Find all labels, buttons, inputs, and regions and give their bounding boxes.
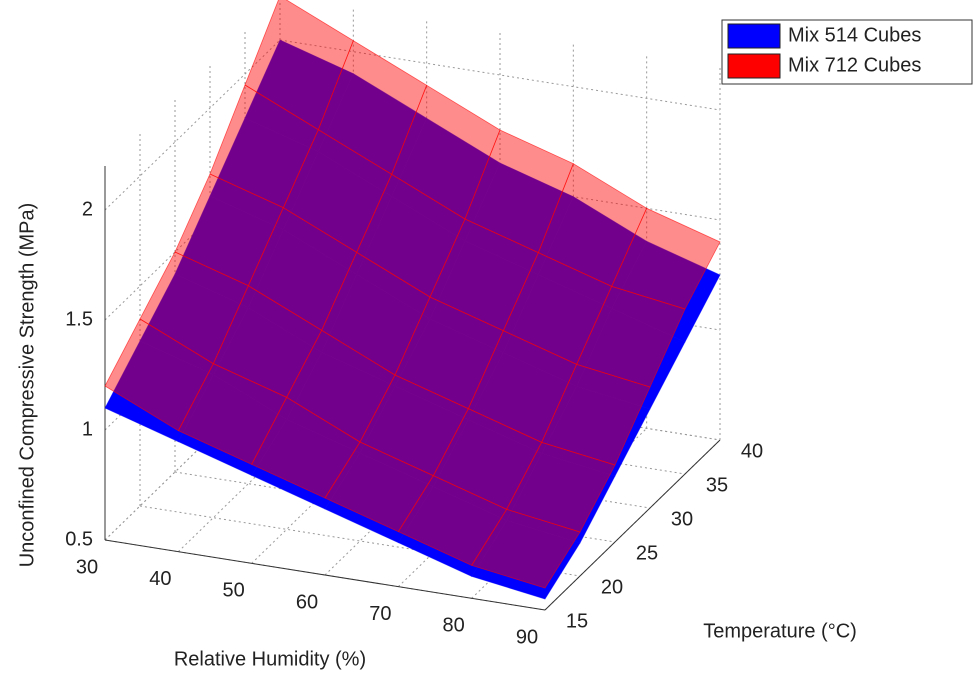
axis-line — [544, 439, 721, 611]
grid-line — [279, 39, 721, 111]
x-tick-label: 70 — [369, 603, 391, 625]
x-tick-label: 80 — [443, 615, 465, 637]
legend: Mix 514 Cubes Mix 712 Cubes — [721, 19, 973, 85]
z-tick-label: 0.5 — [65, 528, 93, 550]
y-tick-label: 35 — [706, 474, 728, 496]
legend-label: Mix 514 Cubes — [788, 24, 921, 46]
grid-line — [104, 39, 281, 211]
legend-swatch — [727, 23, 781, 49]
y-tick-label: 25 — [636, 542, 658, 564]
surface-patch — [471, 519, 581, 600]
x-tick-label: 30 — [76, 556, 98, 578]
legend-swatch — [727, 53, 781, 79]
x-axis-label: Relative Humidity (%) — [174, 648, 366, 670]
y-tick-label: 30 — [671, 508, 693, 530]
z-tick-label: 1.5 — [65, 308, 93, 330]
z-tick-label: 1 — [82, 418, 93, 440]
y-tick-label: 15 — [566, 610, 588, 632]
grid-line — [279, 369, 721, 441]
x-tick-label: 40 — [149, 568, 171, 590]
z-axis-label: Unconfined Compressive Strength (MPa) — [16, 203, 38, 568]
y-tick-label: 40 — [741, 440, 763, 462]
surface-patch — [471, 508, 581, 589]
grid-line — [104, 369, 281, 541]
x-tick-label: 60 — [296, 591, 318, 613]
axis-line — [104, 539, 546, 611]
y-axis-label: Temperature (°C) — [703, 620, 857, 642]
x-tick-label: 50 — [223, 580, 245, 602]
y-tick-label: 20 — [601, 576, 623, 598]
z-tick-label: 2 — [82, 198, 93, 220]
legend-label: Mix 712 Cubes — [788, 54, 921, 76]
x-tick-label: 90 — [516, 626, 538, 648]
